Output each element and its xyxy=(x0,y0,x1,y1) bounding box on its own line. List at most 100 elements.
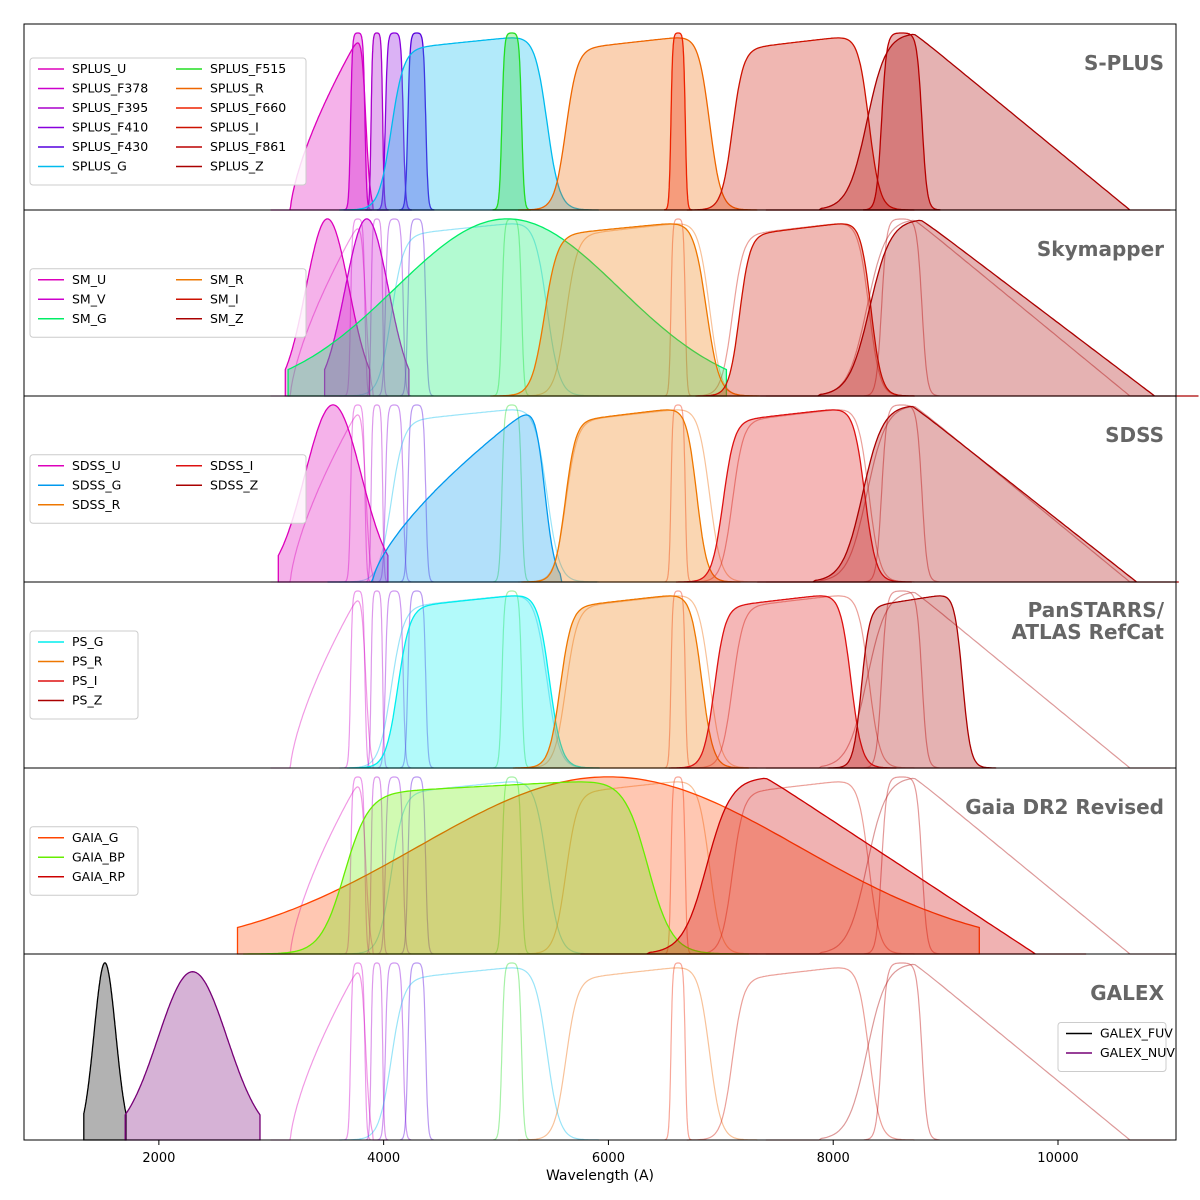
legend-label-sm_i: SM_I xyxy=(210,291,239,306)
ghost-curve-splus_f660 xyxy=(664,218,692,397)
ghost-curve-splus_g xyxy=(339,967,599,1141)
legend-label-galex_nuv: GALEX_NUV xyxy=(1100,1045,1175,1060)
filter-curve-splus_z xyxy=(765,33,1171,211)
ghost-curve-splus_z xyxy=(765,963,1171,1141)
ghost-curve-splus_f515 xyxy=(493,962,531,1141)
ghost-curve-splus_f395 xyxy=(365,404,389,583)
ghost-curve-splus_r xyxy=(518,967,758,1141)
filter-curve-splus_f515 xyxy=(492,32,531,211)
x-tick-label: 2000 xyxy=(142,1151,175,1166)
filter-curve-splus_r xyxy=(518,37,758,211)
ghost-curve-splus_f395 xyxy=(365,590,389,769)
legend-box xyxy=(29,826,139,896)
ghost-curve-splus_f378 xyxy=(344,404,372,583)
filter-curve-splus_f378 xyxy=(343,32,372,211)
legend-label-splus_f660: SPLUS_F660 xyxy=(210,100,286,115)
filter-curve-sm_i xyxy=(695,223,915,397)
ghost-curve-splus_i xyxy=(686,967,915,1141)
legend-4: GAIA_G GAIA_BP GAIA_RP xyxy=(29,826,139,896)
ghost-curve-splus_i xyxy=(686,409,915,583)
ghost-curve-splus_f410 xyxy=(377,590,412,769)
x-tick-label: 6000 xyxy=(592,1151,625,1166)
legend-label-sdss_g: SDSS_G xyxy=(72,477,121,492)
legend-label-sdss_i: SDSS_I xyxy=(210,458,253,473)
ghost-curve-splus_f378 xyxy=(344,962,372,1141)
legend-label-sm_r: SM_R xyxy=(210,272,244,287)
panel-4: Gaia DR2 Revised GAIA_G GAIA_BP GAIA_RP xyxy=(23,767,1177,955)
panel-title-5: GALEX xyxy=(1090,981,1164,1005)
filter-curve-gaia_rp xyxy=(580,777,1087,955)
ghost-curve-splus_f515 xyxy=(493,590,531,769)
panel-title-0: S-PLUS xyxy=(1084,51,1164,75)
panel-2: SDSS SDSS_U SDSS_G SDSS_R SDSS_I SDSS_Z xyxy=(23,395,1179,583)
ghost-curve-splus_f430 xyxy=(399,404,434,583)
legend-label-splus_z: SPLUS_Z xyxy=(210,159,264,174)
x-axis-label: Wavelength (A) xyxy=(546,1168,654,1184)
legend-label-splus_i: SPLUS_I xyxy=(210,120,259,135)
ghost-curve-splus_g xyxy=(339,223,599,397)
ghost-curve-splus_f861 xyxy=(863,776,940,955)
ghost-curve-splus_f430 xyxy=(399,590,434,769)
ghost-curve-splus_f378 xyxy=(344,590,372,769)
legend-box xyxy=(29,630,139,720)
ghost-curve-splus_f410 xyxy=(377,776,412,955)
x-tick-label: 10000 xyxy=(1037,1151,1078,1166)
ghost-curve-splus_u xyxy=(270,228,389,397)
legend-label-sdss_u: SDSS_U xyxy=(72,458,121,473)
filter-curve-sm_r xyxy=(490,223,761,397)
filter-curve-galex_nuv xyxy=(124,971,261,1141)
ghost-curve-splus_i xyxy=(686,595,915,769)
legend-label-splus_f395: SPLUS_F395 xyxy=(72,100,148,115)
legend-label-gaia_g: GAIA_G xyxy=(72,830,118,845)
legend-label-splus_f430: SPLUS_F430 xyxy=(72,139,148,154)
ghost-curve-splus_g xyxy=(339,781,599,955)
ghost-curve-splus_f660 xyxy=(664,962,692,1141)
filter-curve-splus_f395 xyxy=(365,32,389,211)
legend-0: SPLUS_U SPLUS_F378 SPLUS_F395 SPLUS_F410 SPL… xyxy=(29,57,307,186)
legend-label-splus_f410: SPLUS_F410 xyxy=(72,120,148,135)
legend-3: PS_G PS_R PS_I PS_Z xyxy=(29,630,139,720)
filter-curve-gaia_bp xyxy=(243,781,749,955)
legend-label-sm_z: SM_Z xyxy=(210,311,244,326)
filter-curve-ps_z xyxy=(827,595,997,769)
legend-box xyxy=(29,57,307,186)
legend-label-ps_r: PS_R xyxy=(72,654,103,669)
panel-title-3: ATLAS RefCat xyxy=(1011,620,1164,644)
filter-curve-ps_g xyxy=(347,595,601,769)
panel-title-4: Gaia DR2 Revised xyxy=(965,795,1164,819)
legend-label-sm_v: SM_V xyxy=(72,291,106,306)
ghost-curve-splus_f430 xyxy=(399,776,434,955)
panel-title-2: SDSS xyxy=(1105,423,1164,447)
ghost-curve-splus_f515 xyxy=(493,776,531,955)
filter-curve-splus_f861 xyxy=(863,32,941,211)
ghost-curve-splus_z xyxy=(765,591,1171,769)
filter-curve-splus_f430 xyxy=(399,32,435,211)
legend-label-splus_f515: SPLUS_F515 xyxy=(210,61,286,76)
ghost-curve-splus_f410 xyxy=(377,962,412,1141)
ghost-curve-splus_f660 xyxy=(664,590,692,769)
filter-curve-sm_v xyxy=(323,218,410,397)
legend-label-sdss_z: SDSS_Z xyxy=(210,477,258,492)
panel-0: S-PLUS SPLUS_U SPLUS_F378 SPLUS_F395 SPLUS_F… xyxy=(23,23,1177,211)
ghost-curve-splus_f410 xyxy=(377,218,412,397)
ghost-curve-splus_f861 xyxy=(863,962,940,1141)
ghost-curve-splus_f430 xyxy=(399,962,434,1141)
legend-2: SDSS_U SDSS_G SDSS_R SDSS_I SDSS_Z xyxy=(29,454,307,524)
legend-label-ps_i: PS_I xyxy=(72,673,97,688)
legend-label-splus_u: SPLUS_U xyxy=(72,61,126,76)
filter-curve-splus_f660 xyxy=(663,32,693,211)
ghost-curve-splus_r xyxy=(518,223,758,397)
legend-label-splus_r: SPLUS_R xyxy=(210,81,264,96)
ghost-curve-splus_f515 xyxy=(493,404,531,583)
panel-frame-5 xyxy=(23,953,1177,1141)
ghost-curve-splus_f861 xyxy=(863,590,940,769)
legend-box xyxy=(1057,1022,1167,1072)
legend-1: SM_U SM_V SM_G SM_R SM_I SM_Z xyxy=(29,268,307,338)
legend-label-sdss_r: SDSS_R xyxy=(72,497,121,512)
ghost-curve-splus_g xyxy=(339,409,599,583)
legend-box xyxy=(29,454,307,524)
filter-curve-gaia_g xyxy=(236,776,980,955)
legend-label-ps_g: PS_G xyxy=(72,634,103,649)
x-tick-label: 8000 xyxy=(817,1151,850,1166)
